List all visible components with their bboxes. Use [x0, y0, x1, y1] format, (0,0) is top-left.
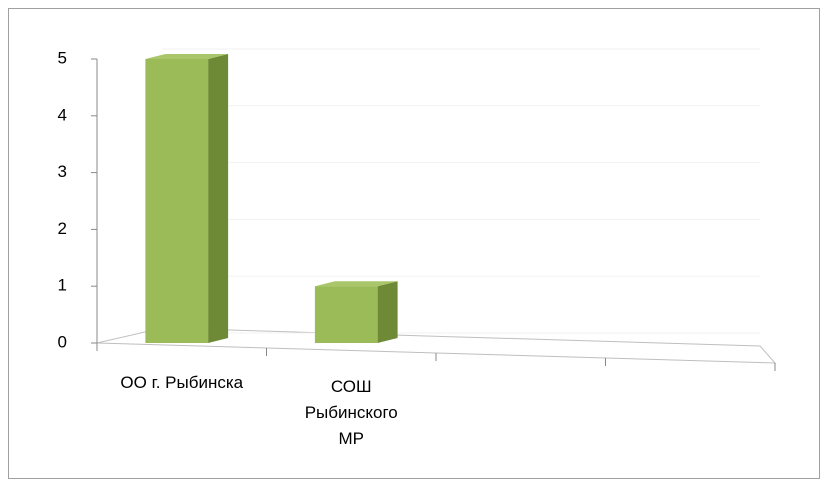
y-tick-label: 0	[58, 332, 67, 351]
x-tick-label: СОШ Рыбинского МР	[304, 377, 398, 448]
bar-top	[314, 281, 398, 287]
x-tick-label: ОО г. Рыбинска	[120, 373, 244, 392]
floor	[96, 327, 777, 364]
y-tick-label: 2	[58, 219, 67, 238]
bar	[145, 59, 209, 343]
bar-top	[145, 54, 229, 59]
bar	[314, 286, 378, 343]
y-tick-label: 4	[58, 105, 67, 124]
y-tick-label: 5	[58, 48, 67, 67]
chart-border	[8, 8, 820, 479]
y-tick-label: 1	[58, 276, 67, 295]
bar-side	[377, 281, 398, 343]
bar-side	[208, 54, 229, 343]
y-tick-label: 3	[58, 162, 67, 181]
